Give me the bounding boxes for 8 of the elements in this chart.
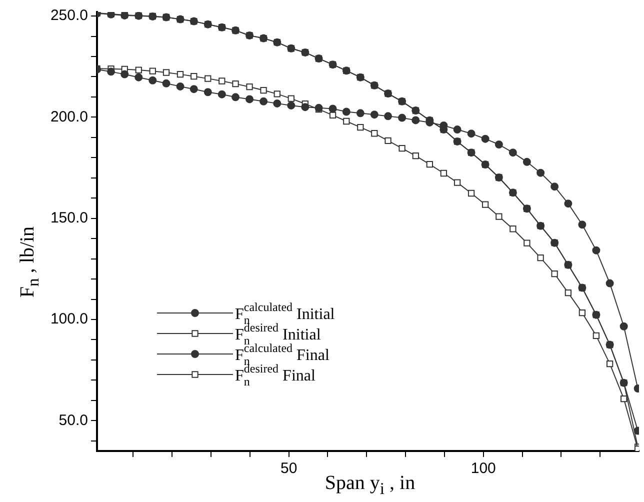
y-tick-label: 150.0 xyxy=(50,209,88,226)
x-tick-label: 50 xyxy=(280,460,298,478)
y-tick-label: 100.0 xyxy=(50,310,88,328)
y-tick-label: 250.0 xyxy=(50,7,88,24)
y-tick-label: 200.0 xyxy=(50,108,88,126)
y-tick-label: 50.0 xyxy=(58,412,88,429)
x-axis-title: Span y$_{i}$ , in xyxy=(324,472,416,499)
x-tick-label: 100 xyxy=(470,460,496,478)
